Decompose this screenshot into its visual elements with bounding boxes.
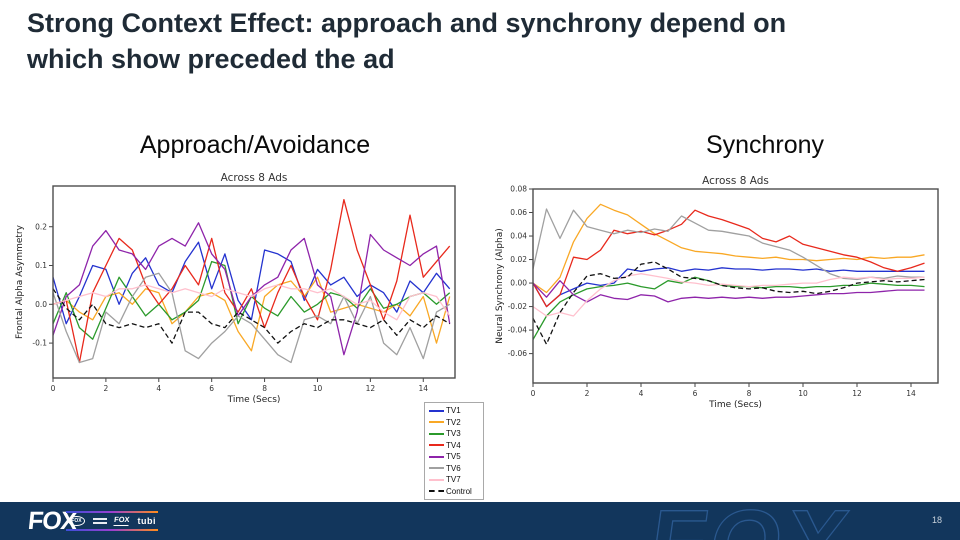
svg-text:0.1: 0.1 — [35, 261, 47, 270]
legend-label: TV5 — [446, 452, 461, 462]
fox-watermark: FOX — [642, 502, 859, 540]
svg-text:Time (Secs): Time (Secs) — [708, 400, 762, 410]
svg-text:0.00: 0.00 — [510, 279, 527, 288]
legend-label: TV3 — [446, 429, 461, 439]
footer-logo-row: FOX FOX tubi — [68, 514, 156, 528]
left-chart-heading: Approach/Avoidance — [139, 131, 371, 159]
legend-swatch — [429, 467, 444, 470]
svg-text:0.0: 0.0 — [35, 300, 47, 309]
svg-text:Neural Synchrony (Alpha): Neural Synchrony (Alpha) — [495, 228, 505, 343]
legend-label: TV7 — [446, 475, 461, 485]
svg-text:Frontal Alpha Asymmetry: Frontal Alpha Asymmetry — [15, 224, 25, 339]
svg-text:-0.06: -0.06 — [508, 349, 528, 358]
svg-text:FOX: FOX — [643, 502, 859, 540]
legend-label: TV1 — [446, 406, 461, 416]
legend: TV1 TV2 TV3 TV4 TV5 TV6 TV7 Control — [424, 402, 484, 500]
page-number: 18 — [931, 515, 942, 525]
legend-item: TV6 — [429, 463, 480, 475]
legend-item: TV4 — [429, 440, 480, 452]
legend-label: TV4 — [446, 440, 461, 450]
legend-label: TV6 — [446, 463, 461, 473]
svg-text:Across 8 Ads: Across 8 Ads — [702, 175, 769, 187]
svg-text:-0.04: -0.04 — [508, 326, 528, 335]
footer-logo-strip: FOX FOX tubi — [66, 511, 158, 531]
legend-item: TV5 — [429, 451, 480, 463]
svg-text:14: 14 — [906, 389, 916, 398]
legend-item: TV7 — [429, 474, 480, 486]
gradient-divider-top — [66, 511, 158, 513]
legend-label: Control — [446, 486, 472, 496]
footer-bar: FOX FOX FOX FOX tubi 18 — [0, 502, 960, 540]
legend-swatch — [429, 432, 444, 435]
svg-text:6: 6 — [693, 389, 698, 398]
svg-text:0.06: 0.06 — [510, 208, 527, 217]
svg-text:14: 14 — [418, 384, 428, 393]
slide-title-line2: which show preceded the ad — [27, 43, 395, 74]
svg-text:0.02: 0.02 — [510, 255, 527, 264]
svg-text:8: 8 — [262, 384, 267, 393]
legend-swatch — [429, 455, 444, 458]
legend-swatch — [429, 478, 444, 481]
svg-text:4: 4 — [639, 389, 644, 398]
legend-swatch — [429, 409, 444, 412]
fox-badge-logo: FOX — [68, 516, 85, 526]
legend-swatch — [429, 444, 444, 447]
legend-swatch — [429, 421, 444, 424]
svg-text:12: 12 — [852, 389, 862, 398]
gradient-divider-bottom — [66, 529, 158, 531]
fox-secondary-logo — [92, 517, 107, 525]
slide-title-line1: Strong Context Effect: approach and sync… — [27, 8, 787, 38]
synchrony-chart: Across 8 Ads 0.08 0.06 0.04 0.02 0.00 -0.02 -0.… — [495, 175, 939, 410]
legend-swatch — [429, 490, 444, 493]
legend-item: TV1 — [429, 405, 480, 417]
legend-item: Control — [429, 486, 480, 498]
svg-text:Across 8 Ads: Across 8 Ads — [221, 172, 288, 184]
slide-title: Strong Context Effect: approach and sync… — [27, 6, 937, 78]
svg-text:8: 8 — [747, 389, 752, 398]
legend-label: TV2 — [446, 417, 461, 427]
right-chart-heading: Synchrony — [705, 131, 825, 159]
svg-text:12: 12 — [366, 384, 376, 393]
svg-text:0: 0 — [51, 384, 56, 393]
svg-text:2: 2 — [585, 389, 590, 398]
fox-sports-logo: FOX — [113, 515, 131, 526]
approach-avoidance-chart: Across 8 Ads 0.2 0.1 0.0 -0.1 0 2 4 6 8 10 12 14 Time… — [15, 172, 456, 405]
svg-text:0.04: 0.04 — [510, 232, 527, 241]
svg-text:2: 2 — [104, 384, 109, 393]
tubi-logo: tubi — [137, 515, 156, 526]
svg-text:-0.1: -0.1 — [32, 339, 47, 348]
svg-text:-0.02: -0.02 — [508, 302, 528, 311]
svg-text:0.2: 0.2 — [35, 222, 47, 231]
svg-text:6: 6 — [209, 384, 214, 393]
legend-item: TV2 — [429, 417, 480, 429]
svg-text:0: 0 — [531, 389, 536, 398]
svg-text:4: 4 — [156, 384, 161, 393]
legend-item: TV3 — [429, 428, 480, 440]
svg-text:10: 10 — [313, 384, 323, 393]
svg-text:0.08: 0.08 — [510, 185, 527, 194]
svg-text:10: 10 — [798, 389, 808, 398]
svg-text:Time (Secs): Time (Secs) — [227, 395, 281, 405]
